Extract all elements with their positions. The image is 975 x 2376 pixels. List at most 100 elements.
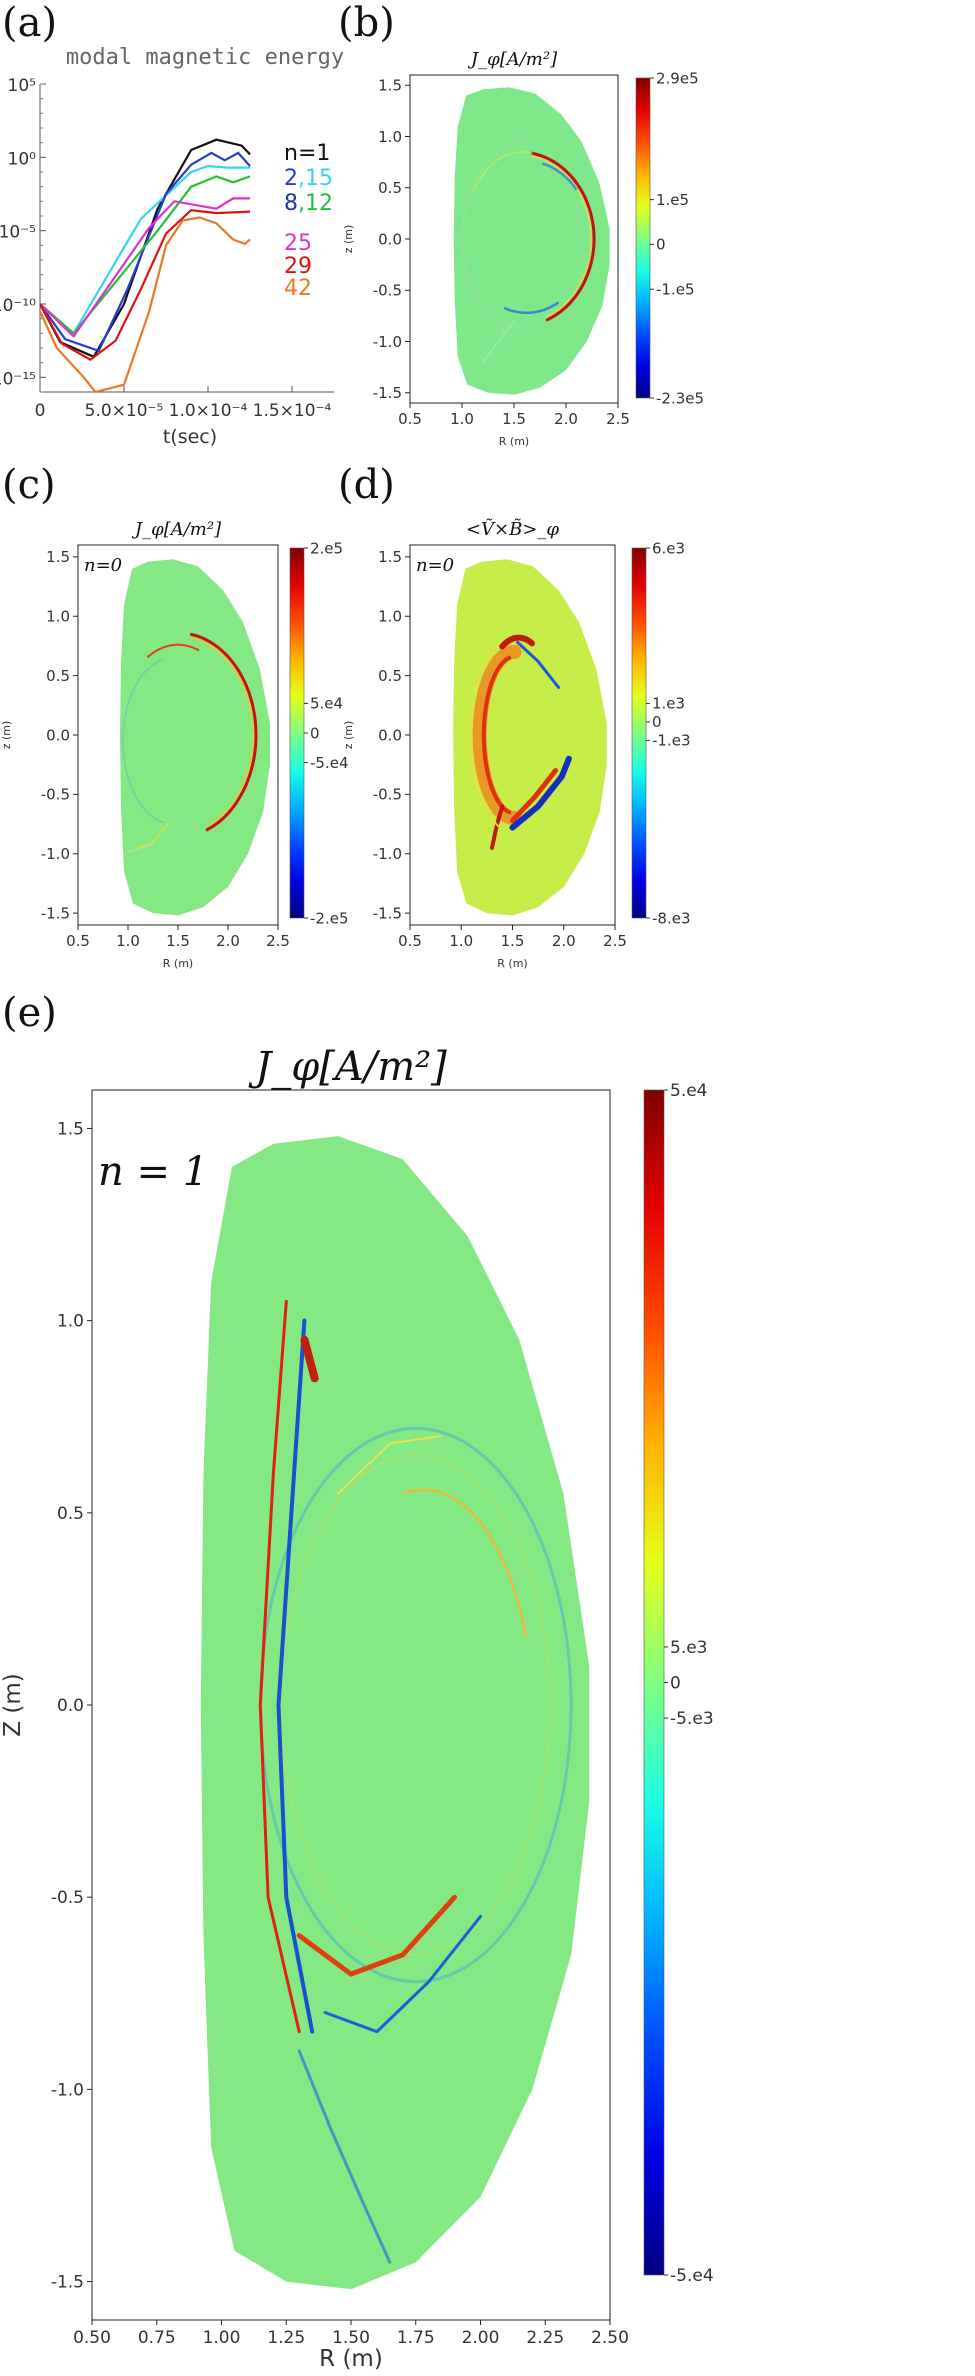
chart-a-x-tick-label: 0 bbox=[35, 401, 46, 421]
plot-e-x-tick-label: 1.00 bbox=[203, 2328, 241, 2348]
plot-c-x-tick-label: 0.5 bbox=[66, 932, 90, 950]
plot-d-current-structure bbox=[516, 640, 561, 689]
chart-a-legend-part: ,12 bbox=[298, 191, 333, 216]
chart-a-series-line bbox=[40, 197, 250, 338]
plot-e-current-structure bbox=[300, 1335, 319, 1383]
plot-c-y-tick-label: -1.5 bbox=[41, 904, 70, 922]
plot-d-colorbar-label: 6.e3 bbox=[652, 539, 685, 557]
plot-b-y-tick-label: 1.5 bbox=[378, 77, 402, 95]
plot-e-colorbar-label: 5.e4 bbox=[670, 1081, 708, 1101]
plot-c-x-tick-label: 2.0 bbox=[216, 932, 240, 950]
plot-c-plasma-region bbox=[120, 559, 270, 916]
chart-a-legend-part: 42 bbox=[284, 276, 312, 301]
plot-b-current-structure bbox=[461, 137, 528, 336]
plot-b-title: J_φ[A/m²] bbox=[467, 49, 558, 70]
plot-b-y-tick-label: -1.5 bbox=[373, 384, 402, 402]
plot-b-y-tick-label: 0.0 bbox=[378, 230, 402, 248]
plot-b-current-structure bbox=[530, 151, 596, 322]
plot-b-current-structure bbox=[482, 320, 515, 363]
chart-a-series-line bbox=[40, 175, 251, 335]
plot-d-x-tick-label: 2.0 bbox=[552, 932, 576, 950]
plot-e-x-tick-label: 2.00 bbox=[462, 2328, 500, 2348]
plot-d-mode-label: n=0 bbox=[416, 555, 454, 576]
plot-c-colorbar-label: -5.e4 bbox=[310, 754, 349, 772]
plot-d-current-structure bbox=[481, 655, 512, 815]
chart-a-y-tick-label: 10⁻¹⁵ bbox=[0, 369, 36, 389]
plot-e-title: J_φ[A/m²] bbox=[248, 1044, 447, 1090]
plot-d-current-structure bbox=[499, 634, 535, 650]
chart-a-legend-part: 25 bbox=[284, 231, 312, 256]
plot-d-x-tick-label: 2.5 bbox=[603, 932, 627, 950]
chart-a-series-line bbox=[40, 151, 251, 353]
plot-b-current-structure bbox=[503, 301, 559, 315]
chart-a-legend-part: 2 bbox=[284, 166, 298, 191]
plot-d-y-tick-label: -0.5 bbox=[373, 786, 402, 804]
plot-d-colorbar-label: 1.e3 bbox=[652, 695, 685, 713]
plot-b-current-structure bbox=[530, 155, 592, 318]
panel-letter-e: (e) bbox=[2, 990, 57, 1036]
plot-e-y-tick-label: 1.5 bbox=[57, 1119, 84, 1139]
plot-e-colorbar-label: 0 bbox=[670, 1673, 681, 1693]
plot-c-colorbar-label: -2.e5 bbox=[310, 909, 349, 927]
plot-b-current-structure bbox=[472, 151, 533, 194]
plot-c-y-tick-label: 0.5 bbox=[46, 667, 70, 685]
plot-c-structures bbox=[122, 632, 258, 855]
chart-a-series-line bbox=[40, 208, 251, 362]
plot-b-y-tick-label: 0.5 bbox=[378, 179, 402, 197]
plot-d-x-label: R (m) bbox=[497, 957, 527, 970]
plot-e-current-structure bbox=[280, 1454, 552, 1956]
chart-a-legend-entry: 25 bbox=[284, 231, 312, 256]
plot-c-y-tick-label: 0.0 bbox=[46, 726, 70, 744]
plot-e-current-structure bbox=[276, 1318, 315, 2034]
plot-b-x-tick-label: 2.0 bbox=[554, 410, 578, 428]
plot-e-x-tick-label: 0.75 bbox=[138, 2328, 176, 2348]
plot-e-x-tick-label: 2.50 bbox=[591, 2328, 629, 2348]
plot-c-y-tick-label: 1.0 bbox=[46, 608, 70, 626]
plot-b-current-structure bbox=[541, 162, 578, 191]
plot-d-x-tick-label: 0.5 bbox=[398, 932, 422, 950]
plot-d-current-structure bbox=[469, 640, 503, 830]
plot-c-colorbar-label: 5.e4 bbox=[310, 695, 343, 713]
plot-c-current-structure bbox=[137, 823, 169, 849]
chart-a-x-tick-label: 5.0×10⁻⁵ bbox=[85, 401, 164, 421]
plot-d-x-tick-label: 1.5 bbox=[501, 932, 525, 950]
chart-a-legend-entry: 8,12 bbox=[284, 191, 333, 216]
chart-a-legend-part: 29 bbox=[284, 254, 312, 279]
plot-b-y-tick-label: -1.0 bbox=[373, 333, 402, 351]
chart-a-legend-part: n=1 bbox=[284, 141, 330, 166]
plot-c-y-tick-label: -1.0 bbox=[41, 845, 70, 863]
plot-c-x-tick-label: 1.5 bbox=[166, 932, 190, 950]
plot-c-colorbar-label: 0 bbox=[310, 724, 320, 742]
plot-e-x-tick-label: 1.75 bbox=[397, 2328, 435, 2348]
plot-d-colorbar-label: 0 bbox=[652, 713, 662, 731]
panel-letter-b: (b) bbox=[338, 0, 395, 46]
plot-e-x-label: R (m) bbox=[319, 2346, 383, 2372]
plot-b-x-tick-label: 1.0 bbox=[450, 410, 474, 428]
plot-d-colorbar-label: -1.e3 bbox=[652, 732, 691, 750]
plot-d-y-tick-label: -1.0 bbox=[373, 845, 402, 863]
chart-a-legend-entry: 2,15 bbox=[284, 166, 333, 191]
plot-c-x-tick-label: 1.0 bbox=[116, 932, 140, 950]
plot-e-colorbar-label: -5.e4 bbox=[670, 2266, 714, 2286]
plot-e-colorbar-label: -5.e3 bbox=[670, 1709, 714, 1729]
plot-c-current-structure bbox=[190, 637, 254, 828]
plot-e-mode-label: n = 1 bbox=[98, 1149, 208, 1195]
plot-c-current-structure bbox=[122, 658, 166, 824]
plot-b-y-tick-label: 1.0 bbox=[378, 128, 402, 146]
plot-c-x-tick-label: 2.5 bbox=[266, 932, 290, 950]
chart-a-legend-part: 8 bbox=[284, 191, 298, 216]
chart-a-x-label: t(sec) bbox=[163, 426, 217, 448]
plot-c-y-tick-label: -0.5 bbox=[41, 786, 70, 804]
plot-d-y-tick-label: 0.0 bbox=[378, 726, 402, 744]
plot-b-colorbar-label: -1.e5 bbox=[656, 280, 695, 298]
plot-d-current-structure bbox=[472, 644, 522, 826]
plot-b-x-tick-label: 2.5 bbox=[606, 410, 630, 428]
plot-d-structures bbox=[469, 634, 572, 850]
plot-d-y-label: z (m) bbox=[342, 721, 355, 750]
plot-e-current-structure bbox=[258, 1299, 301, 2034]
plot-e-x-tick-label: 2.25 bbox=[526, 2328, 564, 2348]
